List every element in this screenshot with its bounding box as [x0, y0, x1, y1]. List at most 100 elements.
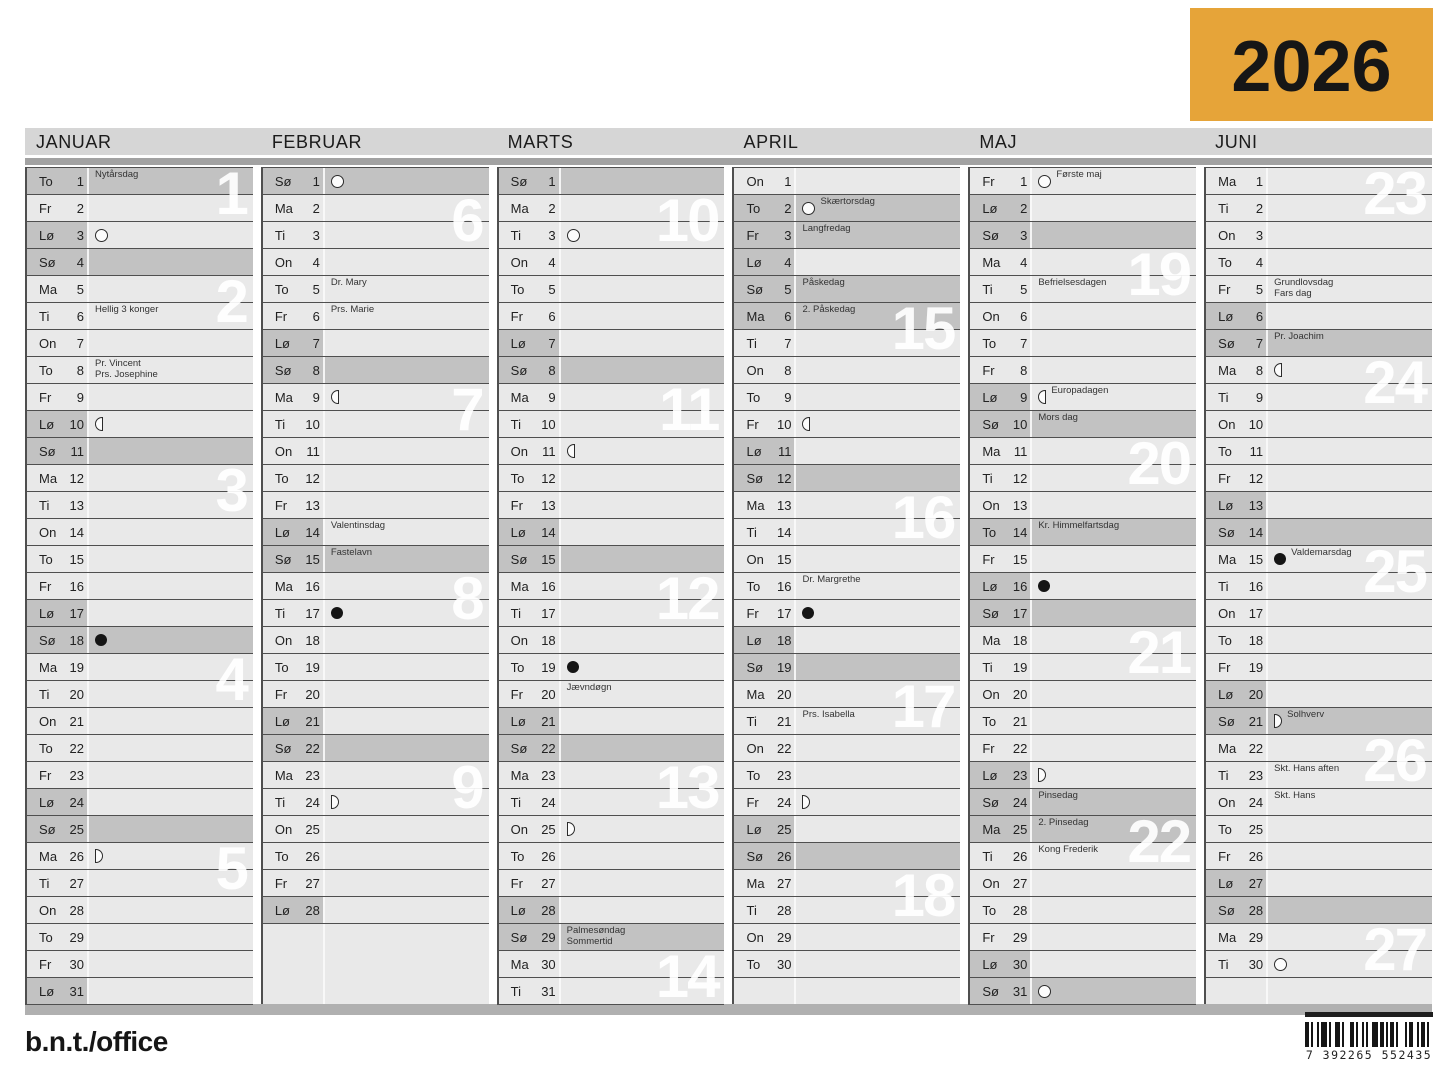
day-number: 7: [312, 335, 320, 351]
day-note-area: [794, 870, 960, 896]
day-note-area: [1266, 465, 1432, 491]
day-abbr: Ma: [746, 497, 765, 513]
day-note-area: Påskedag: [794, 276, 960, 302]
day-row: Fr 17: [734, 600, 961, 627]
day-abbr: On: [982, 497, 1000, 513]
day-abbr: Ti: [982, 659, 993, 675]
barcode-bar: [1388, 1022, 1391, 1047]
day-abbr: To: [274, 848, 289, 864]
day-row: Ti 26 Kong Frederik: [970, 843, 1197, 870]
day-number: 5: [1020, 281, 1028, 297]
day-note-area: Jævndøgn: [558, 681, 725, 707]
day-number: 16: [69, 578, 84, 594]
day-note-area: Skt. Hans aften: [1266, 762, 1432, 788]
day-note: Første maj: [1056, 168, 1101, 181]
day-abbr: Ti: [274, 416, 286, 432]
day-abbr: Fr: [982, 740, 995, 756]
day-note-area: [558, 546, 725, 572]
day-note-area: Palmesøndag Sommertid: [558, 924, 725, 950]
day-cell: Ti 9: [1206, 384, 1266, 410]
day-number: 30: [69, 956, 84, 972]
month-name: MARTS: [507, 132, 574, 152]
day-note-area: [1030, 357, 1196, 383]
day-abbr: Ti: [510, 605, 522, 621]
day-note-area: [558, 654, 725, 680]
day-note-area: Dr. Margrethe: [794, 573, 960, 599]
day-abbr: Sø: [1218, 524, 1235, 540]
day-abbr: Fr: [982, 929, 995, 945]
day-abbr: On: [39, 713, 57, 729]
day-row: Ti 3: [262, 222, 489, 249]
day-number: 25: [305, 821, 320, 837]
day-note-area: Kong Frederik: [1030, 843, 1196, 869]
day-cell: Sø 19: [734, 654, 795, 680]
day-abbr: Ti: [39, 308, 50, 324]
day-row: Ma 26: [27, 843, 253, 870]
day-row: Lø 17: [27, 600, 253, 627]
day-row: Fr 8: [970, 357, 1197, 384]
day-note-area: Første maj: [1030, 168, 1196, 194]
barcode-bar: [1390, 1022, 1395, 1047]
day-note-area: [558, 222, 725, 248]
day-abbr: Sø: [1218, 902, 1235, 918]
day-cell: Ti 10: [499, 411, 559, 437]
day-row: Ma 30: [498, 951, 725, 978]
day-note: 2. Påskedag: [802, 303, 855, 316]
day-row: On 3: [1206, 222, 1432, 249]
day-cell: Lø 28: [262, 897, 323, 923]
day-cell: Lø 6: [1206, 303, 1267, 329]
day-cell: Fr 22: [970, 735, 1030, 761]
day-note: Solhverv: [1287, 708, 1324, 721]
day-cell: Sø 24: [970, 789, 1031, 815]
day-abbr: On: [274, 821, 293, 837]
day-number: 16: [1012, 578, 1028, 594]
day-row: Ma 29: [1206, 924, 1432, 951]
day-number: 30: [1012, 956, 1028, 972]
day-note-area: [1030, 249, 1196, 275]
day-number: 15: [777, 551, 792, 567]
day-note-area: [558, 951, 725, 977]
month-rows: To 1 Nytårsdag Fr 2 Lø 3 Sø 4 Ma 5 Ti 6 Hellig 3 kong…: [25, 164, 253, 1005]
day-cell: Sø 8: [498, 357, 559, 383]
day-cell: Ti 17: [499, 600, 559, 626]
day-cell: Ti 27: [27, 870, 87, 896]
day-abbr: To: [746, 956, 761, 972]
day-note-area: Valentinsdag: [322, 519, 489, 545]
day-number: 28: [1248, 902, 1264, 918]
day-note-area: [322, 924, 489, 1004]
day-number: 27: [1248, 875, 1264, 891]
day-row: Sø 17: [970, 600, 1197, 627]
day-cell: Sø 3: [970, 222, 1031, 248]
day-note-line: Dr. Margrethe: [802, 574, 861, 585]
barcode-bar: [1309, 1022, 1312, 1047]
day-note: Valdemarsdag: [1291, 546, 1352, 559]
day-cell: Ma 25: [970, 816, 1031, 842]
day-number: 14: [1248, 524, 1264, 540]
day-cell: Ti 3: [499, 222, 559, 248]
first-quarter-moon-icon: [1038, 768, 1047, 782]
barcode-bar: [1331, 1022, 1336, 1047]
day-cell: To 12: [499, 465, 559, 491]
day-row: Ma 27: [734, 870, 961, 897]
month-column-april: APRIL On 1 To 2 Skærtorsdag Fr 3 Langfredag Lø 4 Sø…: [732, 128, 961, 1004]
day-cell: To 19: [499, 654, 559, 680]
day-number: 31: [541, 983, 556, 999]
day-row: Ti 21 Prs. Isabella: [734, 708, 961, 735]
day-abbr: Ma: [746, 686, 765, 702]
day-row: Fr 19: [1206, 654, 1432, 681]
day-note-area: [1266, 222, 1432, 248]
day-row: Ti 24: [498, 789, 725, 816]
day-note: 2. Pinsedag: [1038, 816, 1088, 829]
day-note-area: [1266, 897, 1432, 923]
day-number: 8: [312, 362, 320, 378]
day-note: Europadagen: [1051, 384, 1108, 397]
day-note-area: [558, 195, 725, 221]
day-cell: Ti 20: [27, 681, 87, 707]
day-abbr: Fr: [510, 497, 523, 513]
day-note-area: [87, 249, 253, 275]
day-abbr: Sø: [274, 551, 292, 567]
separator-band: [25, 158, 1432, 165]
day-abbr: Ti: [274, 227, 286, 243]
day-number: 2: [76, 200, 84, 216]
day-cell: Fr 30: [27, 951, 87, 977]
